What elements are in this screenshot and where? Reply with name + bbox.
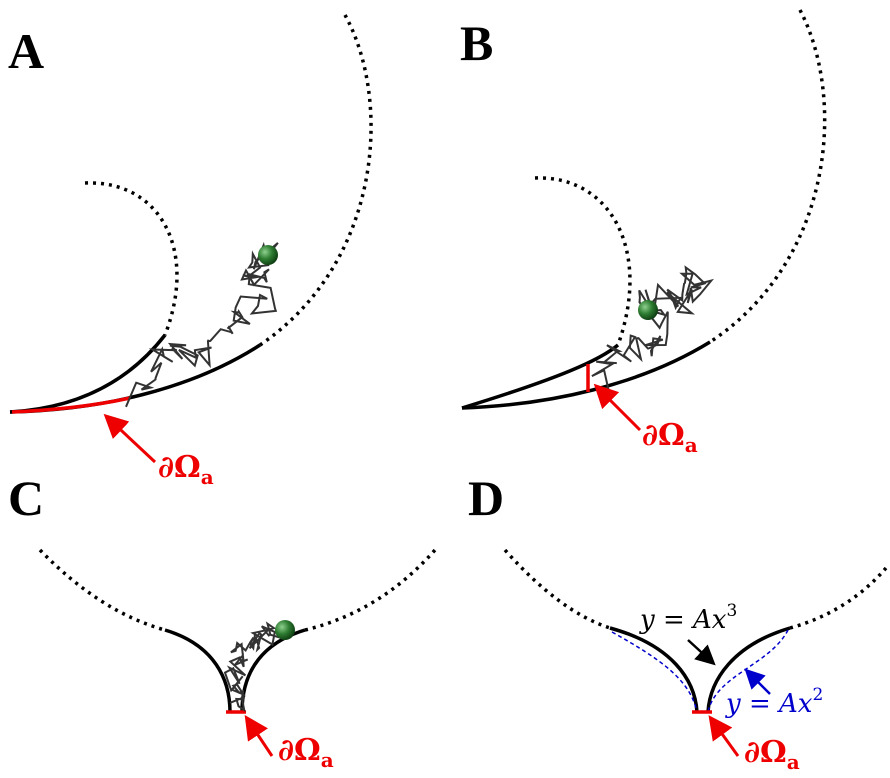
arrow [712,720,738,756]
equation: y = Ax3 [639,601,737,635]
panel-c: C ∂Ωa [8,470,435,772]
boundary-label: ∂Ωa [744,735,800,774]
arrow [108,418,155,462]
equation-text: y = Ax [725,689,813,719]
inner-wall [462,345,618,408]
panel-b: B ∂Ωa [460,10,825,457]
panel-letter: C [8,470,44,526]
equation-text: y = Ax [639,605,727,635]
boundary-label: ∂Ωa [278,733,334,772]
outer-boundary [505,550,610,628]
equation: y = Ax2 [725,685,823,719]
particle [275,620,295,640]
label-symbol: ∂Ω [642,418,685,453]
panel-a: A ∂Ωa [8,15,371,489]
equation-exponent: 3 [726,601,737,621]
outer-boundary [305,550,435,630]
outer-boundary [260,15,371,345]
wall [610,628,697,712]
boundary-label: ∂Ωa [158,450,214,489]
outer-boundary [40,550,165,630]
arrow [688,640,712,662]
label-symbol: ∂Ω [158,450,201,485]
figure: A ∂Ωa B ∂Ωa C ∂Ωa D y = Ax3 y = Ax2 ∂Ωa [0,0,890,778]
panel-letter: D [468,470,504,526]
label-symbol: ∂Ω [744,735,787,770]
inner-boundary [535,178,630,345]
inner-boundary [85,183,177,335]
particle [258,245,278,265]
particle [638,300,658,320]
equation-exponent: 2 [812,685,823,705]
arrow [598,388,640,430]
label-subscript: a [321,748,334,772]
label-subscript: a [685,433,698,457]
panel-d: D y = Ax3 y = Ax2 ∂Ωa [468,470,886,774]
walk-path [126,243,278,407]
panel-letter: B [460,15,493,71]
outer-wall [10,345,260,412]
outer-boundary [710,10,825,342]
boundary-label: ∂Ωa [642,418,698,457]
random-walk [126,243,278,407]
label-subscript: a [201,465,214,489]
panel-letter: A [8,23,44,79]
outer-boundary [790,568,886,628]
inner-wall [10,335,165,412]
label-symbol: ∂Ω [278,733,321,768]
arrow [248,720,272,756]
wall [165,630,230,712]
label-subscript: a [787,750,800,774]
